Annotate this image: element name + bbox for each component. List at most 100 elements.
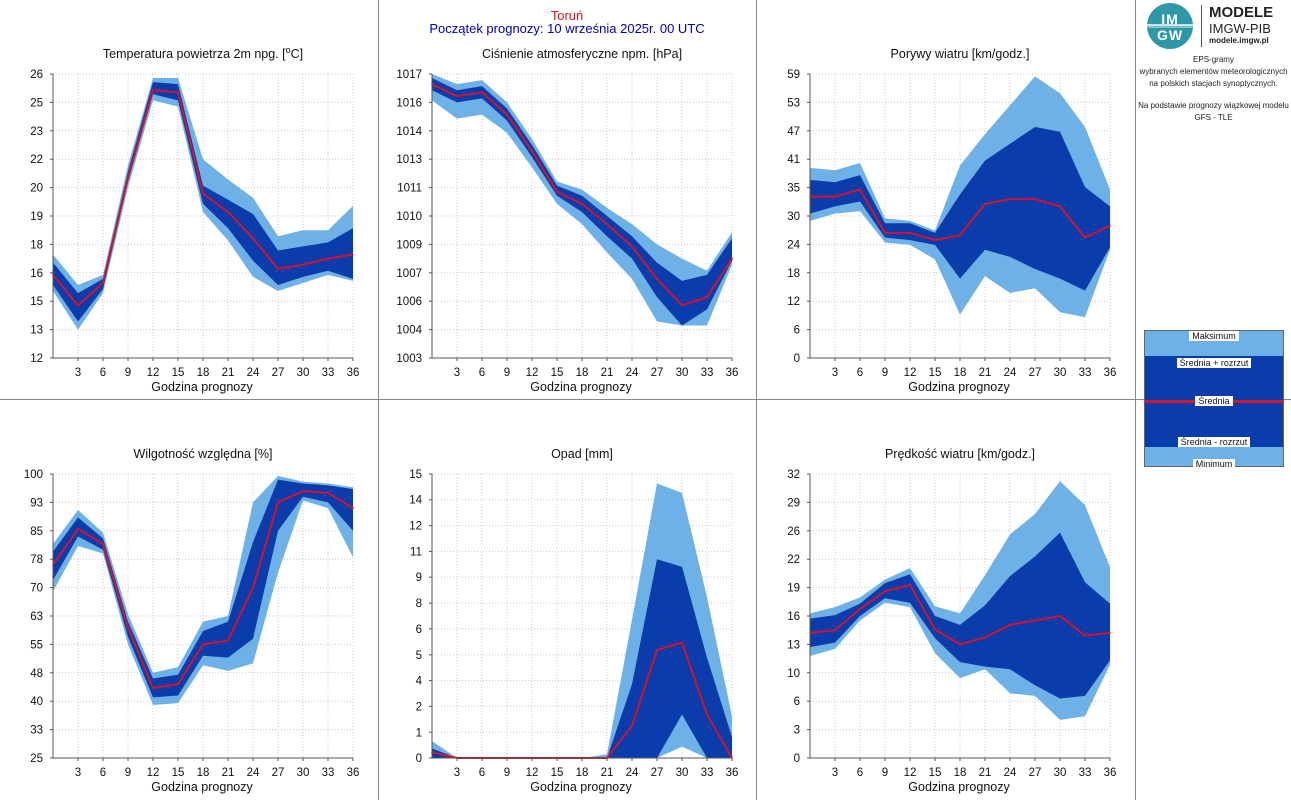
chart-title: Prędkość wiatru [km/godz.] (885, 447, 1035, 461)
chart-humidity: Wilgotność względna [%]25334048556370788… (24, 447, 360, 794)
y-tick-label: 59 (787, 69, 800, 81)
y-tick-label: 19 (787, 583, 800, 595)
y-tick-label: 15 (409, 469, 422, 481)
chart-title: Opad [mm] (551, 447, 613, 461)
x-tick-label: 33 (1079, 367, 1092, 379)
y-tick-label: 63 (30, 611, 43, 623)
y-tick-label: 24 (787, 239, 800, 251)
band-spread (432, 78, 732, 326)
y-tick-label: 1006 (396, 296, 422, 308)
mean-point (959, 234, 961, 237)
x-tick-label: 3 (832, 767, 838, 779)
mean-point (456, 95, 458, 98)
x-tick-label: 36 (726, 767, 739, 779)
mean-point (1009, 624, 1011, 626)
x-tick-label: 24 (626, 767, 639, 779)
chart-pressure: Ciśnienie atmosferyczne npm. [hPa] 1003 10… (396, 47, 739, 394)
mean-point (959, 643, 961, 646)
x-tick-label: 15 (172, 767, 185, 779)
mean-point (277, 501, 279, 504)
x-tick-label: 12 (904, 767, 917, 779)
x-tick-label: 27 (651, 767, 664, 779)
mean-point (531, 150, 533, 152)
x-tick-label: 18 (197, 367, 210, 379)
mean-point (127, 176, 129, 179)
chart-temperature: Temperatura powietrza 2m npg. [oC] 12 13 15… (30, 45, 359, 394)
y-tick-label: 26 (787, 526, 800, 538)
chart-wind-gusts: Porywy wiatru [km/godz.] 0 6 12 18 24 30 35 41 47… (787, 47, 1116, 394)
x-tick-label: 27 (272, 367, 285, 379)
y-tick-label: 93 (30, 497, 43, 509)
y-tick-label: 1010 (396, 211, 422, 223)
brand-url: modele.imgw.pl (1209, 36, 1269, 45)
x-tick-label: 3 (75, 767, 81, 779)
chart-title: Temperatura powietrza 2m npg. [oC] (103, 45, 303, 61)
mean-point (352, 507, 354, 509)
x-tick-label: 9 (125, 367, 131, 379)
x-tick-label: 18 (576, 767, 589, 779)
x-tick-label: 9 (504, 367, 510, 379)
x-tick-label: 33 (701, 367, 714, 379)
mean-point (152, 89, 154, 92)
y-tick-label: 29 (787, 497, 800, 509)
y-tick-label: 18 (787, 268, 800, 280)
x-tick-label: 15 (172, 367, 185, 379)
y-tick-label: 22 (30, 154, 43, 166)
x-tick-label: 36 (347, 767, 360, 779)
brand-line-2: IMGW-PIB (1209, 21, 1271, 36)
y-tick-label: 14 (409, 495, 422, 507)
mean-point (177, 683, 179, 685)
x-tick-label: 30 (1054, 367, 1067, 379)
x-axis-label: Godzina prognozy (151, 780, 253, 794)
band-spread (53, 82, 353, 322)
x-tick-label: 36 (726, 367, 739, 379)
x-tick-label: 3 (832, 367, 838, 379)
y-tick-label: 30 (787, 211, 800, 223)
mean-point (884, 590, 886, 592)
mean-point (327, 492, 329, 494)
mean-point (1059, 205, 1061, 208)
mean-point (152, 687, 154, 689)
y-tick-label: 16 (787, 611, 800, 623)
x-tick-label: 12 (904, 367, 917, 379)
x-tick-label: 12 (526, 767, 539, 779)
x-tick-label: 30 (297, 767, 310, 779)
x-tick-label: 12 (526, 367, 539, 379)
band-min-max (53, 475, 353, 705)
mean-point (277, 267, 279, 270)
x-tick-label: 21 (601, 367, 614, 379)
mean-point (352, 253, 354, 256)
y-tick-label: 35 (787, 183, 800, 195)
mean-point (934, 239, 936, 241)
mean-point (706, 713, 708, 716)
x-tick-label: 3 (75, 367, 81, 379)
y-tick-label: 13 (787, 639, 800, 651)
mean-point (631, 725, 633, 727)
chart-title: Porywy wiatru [km/godz.] (891, 47, 1030, 61)
grid (53, 473, 354, 759)
chart-title: Wilgotność względna [%] (134, 447, 273, 461)
y-tick-label: 33 (30, 725, 43, 737)
chart-wind-speed: Prędkość wiatru [km/godz.]03610131619222… (787, 447, 1116, 794)
y-tick-label: 70 (30, 583, 43, 595)
y-tick-label: 25 (30, 97, 43, 109)
mean-point (731, 257, 733, 260)
mean-point (859, 188, 861, 191)
x-tick-label: 27 (272, 767, 285, 779)
y-tick-label: 16 (30, 268, 43, 280)
mean-point (631, 245, 633, 248)
x-tick-label: 24 (247, 367, 260, 379)
x-axis-label: Godzina prognozy (530, 380, 632, 394)
x-tick-label: 30 (1054, 767, 1067, 779)
grid (432, 473, 733, 759)
y-tick-label: 100 (24, 469, 43, 481)
x-tick-label: 21 (601, 767, 614, 779)
x-tick-label: 21 (979, 767, 992, 779)
y-tick-label: 9 (416, 572, 422, 584)
imgw-logo: IM GW MODELE IMGW-PIB modele.imgw.pl (1145, 2, 1288, 50)
x-tick-label: 33 (1079, 767, 1092, 779)
x-tick-label: 3 (454, 767, 460, 779)
mean-point (984, 636, 986, 639)
